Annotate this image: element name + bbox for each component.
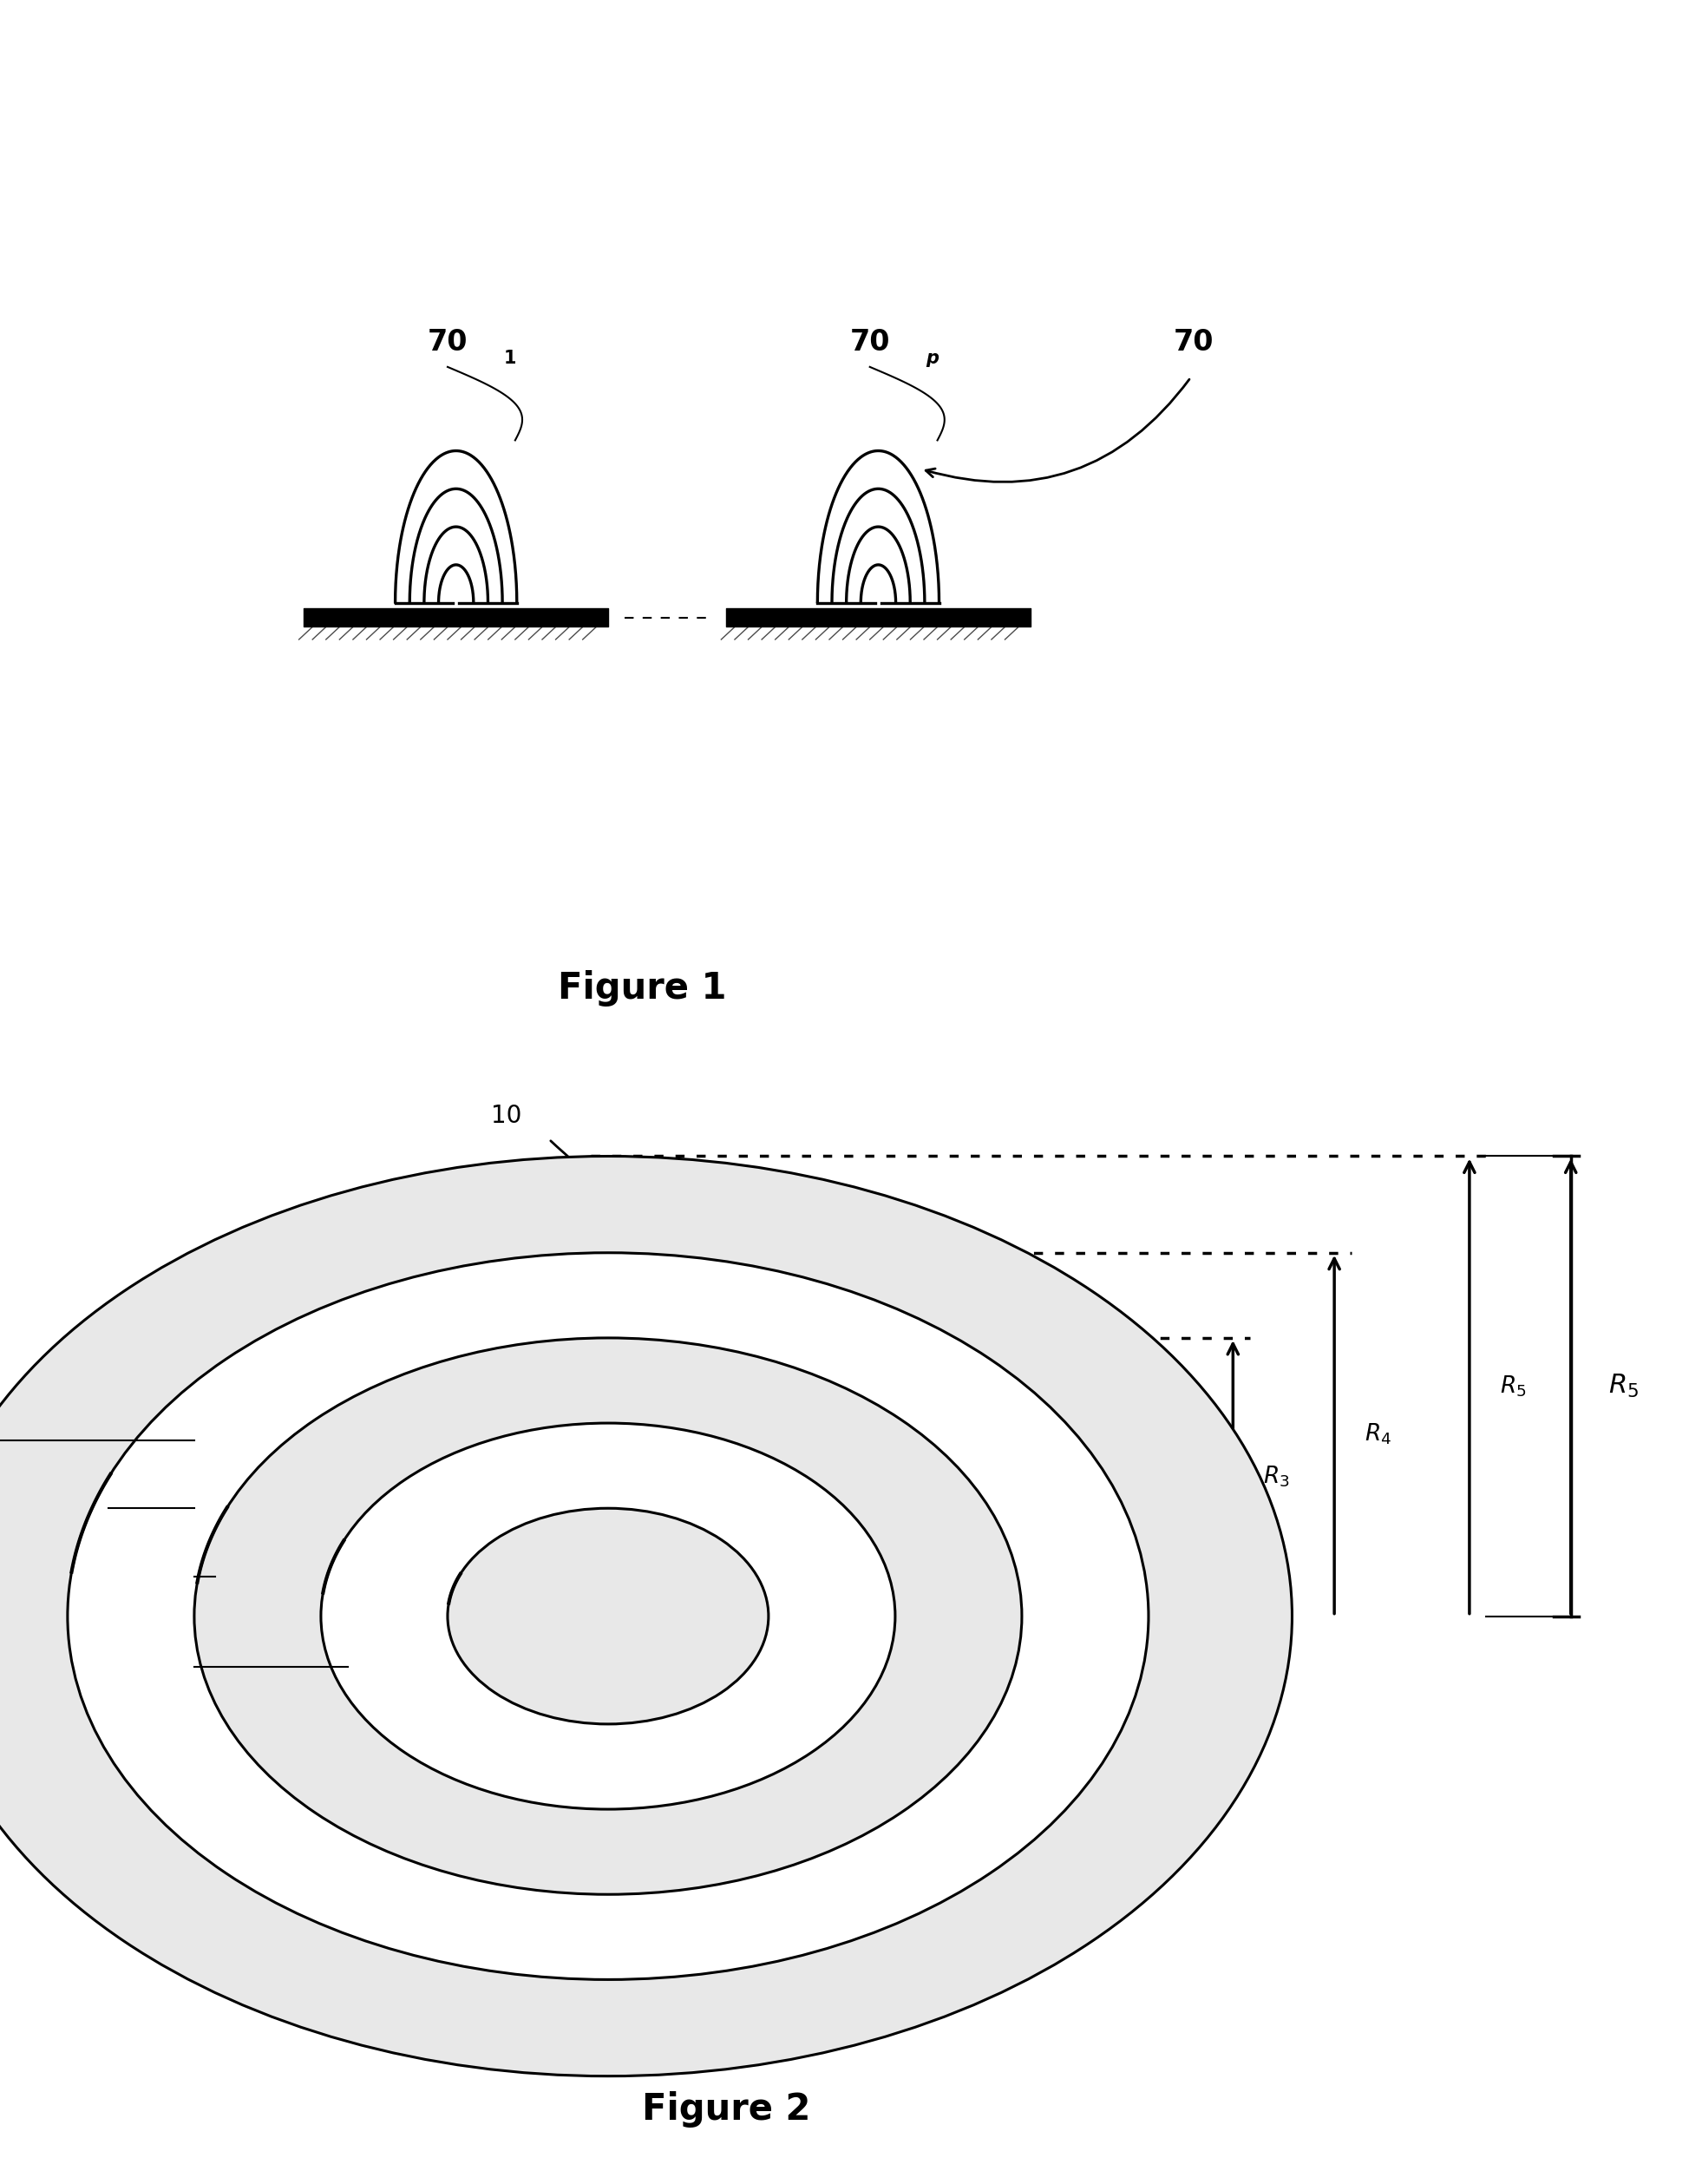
Text: Figure 1: Figure 1 (557, 970, 726, 1007)
Circle shape (68, 1254, 1149, 1979)
Text: 70: 70 (1174, 328, 1214, 356)
Text: 30: 30 (155, 1496, 186, 1520)
Text: $R_5$: $R_5$ (1608, 1374, 1638, 1400)
Circle shape (194, 1339, 1022, 1894)
Text: 70: 70 (850, 328, 890, 356)
Text: $R_4$: $R_4$ (1365, 1422, 1392, 1446)
Text: $R_2$: $R_2$ (1170, 1507, 1198, 1531)
Text: 70: 70 (427, 328, 468, 356)
Text: 10: 10 (491, 1103, 522, 1127)
Text: 40: 40 (155, 1564, 186, 1588)
Text: p: p (926, 349, 939, 367)
Text: Figure 2: Figure 2 (642, 2090, 811, 2127)
Text: $R_3$: $R_3$ (1263, 1465, 1290, 1489)
Text: $R_5$: $R_5$ (1500, 1374, 1527, 1398)
Text: $R_1$: $R_1$ (1086, 1551, 1113, 1575)
Text: 60: 60 (155, 1741, 186, 1765)
Text: 1: 1 (503, 349, 515, 367)
Circle shape (321, 1424, 895, 1808)
Text: 50: 50 (155, 1655, 186, 1679)
Circle shape (0, 1155, 1292, 2077)
Circle shape (448, 1509, 768, 1723)
Text: 20: 20 (155, 1428, 186, 1452)
